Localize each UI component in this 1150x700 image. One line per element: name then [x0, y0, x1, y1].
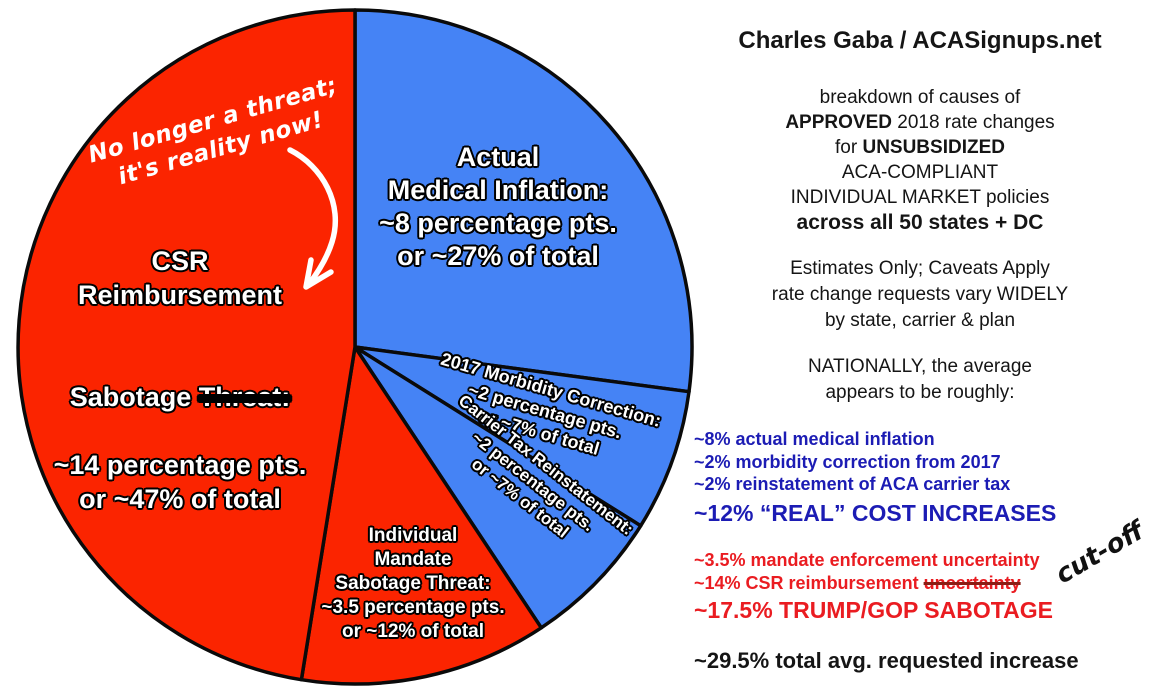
attribution-title: Charles Gaba / ACASignups.net [738, 27, 1102, 54]
intro-block: breakdown of causes of APPROVED 2018 rat… [690, 85, 1150, 235]
pie-slice-2 [353, 345, 643, 630]
real-cost-total: ~12% “REAL” COST INCREASES [694, 499, 1057, 526]
sabotage-list: ~3.5% mandate enforcement uncertainty ~1… [694, 549, 1053, 624]
intro-line-3-pre: for [835, 137, 863, 158]
intro-line-3: for UNSUBSIDIZED [690, 135, 1150, 160]
sabotage-total: ~17.5% TRUMP/GOP SABOTAGE [694, 597, 1053, 623]
caveats-block: Estimates Only; Caveats Apply rate chang… [771, 258, 1069, 331]
sabotage-item-mandate: ~3.5% mandate enforcement uncertainty [694, 550, 1040, 570]
intro-line-2-rest: 2018 rate changes [891, 112, 1055, 133]
real-cost-list: ~8% actual medical inflation ~2% morbidi… [694, 428, 1056, 527]
unsubsidized-bold: UNSUBSIDIZED [862, 137, 1005, 158]
approved-bold: APPROVED [785, 112, 892, 133]
nationally-block: NATIONALLY, the average appears to be ro… [808, 356, 1032, 403]
intro-line-5: INDIVIDUAL MARKET policies [790, 187, 1050, 208]
pie-slice-4 [16, 8, 357, 682]
sabotage-item-csr: ~14% CSR reimbursement uncertainty [694, 572, 1053, 595]
intro-line-6: across all 50 states + DC [796, 211, 1044, 234]
intro-line-2: APPROVED 2018 rate changes [690, 110, 1150, 135]
pie-slice-0 [353, 8, 694, 394]
real-cost-items: ~8% actual medical inflation ~2% morbidi… [694, 429, 1011, 494]
pie-slice-1 [353, 345, 691, 528]
pie-slices [16, 8, 694, 686]
pie-slice-3 [299, 345, 544, 686]
grand-total: ~29.5% total avg. requested increase [694, 648, 1079, 673]
intro-line-1: breakdown of causes of [819, 87, 1021, 108]
right-panel: Charles Gaba / ACASignups.net breakdown … [690, 0, 1150, 700]
csr-item-prefix: ~14% CSR reimbursement [694, 573, 924, 593]
uncertainty-word-struck: uncertainty [923, 573, 1021, 593]
intro-line-4: ACA-COMPLIANT [841, 162, 999, 183]
handwritten-arrow [287, 147, 339, 290]
